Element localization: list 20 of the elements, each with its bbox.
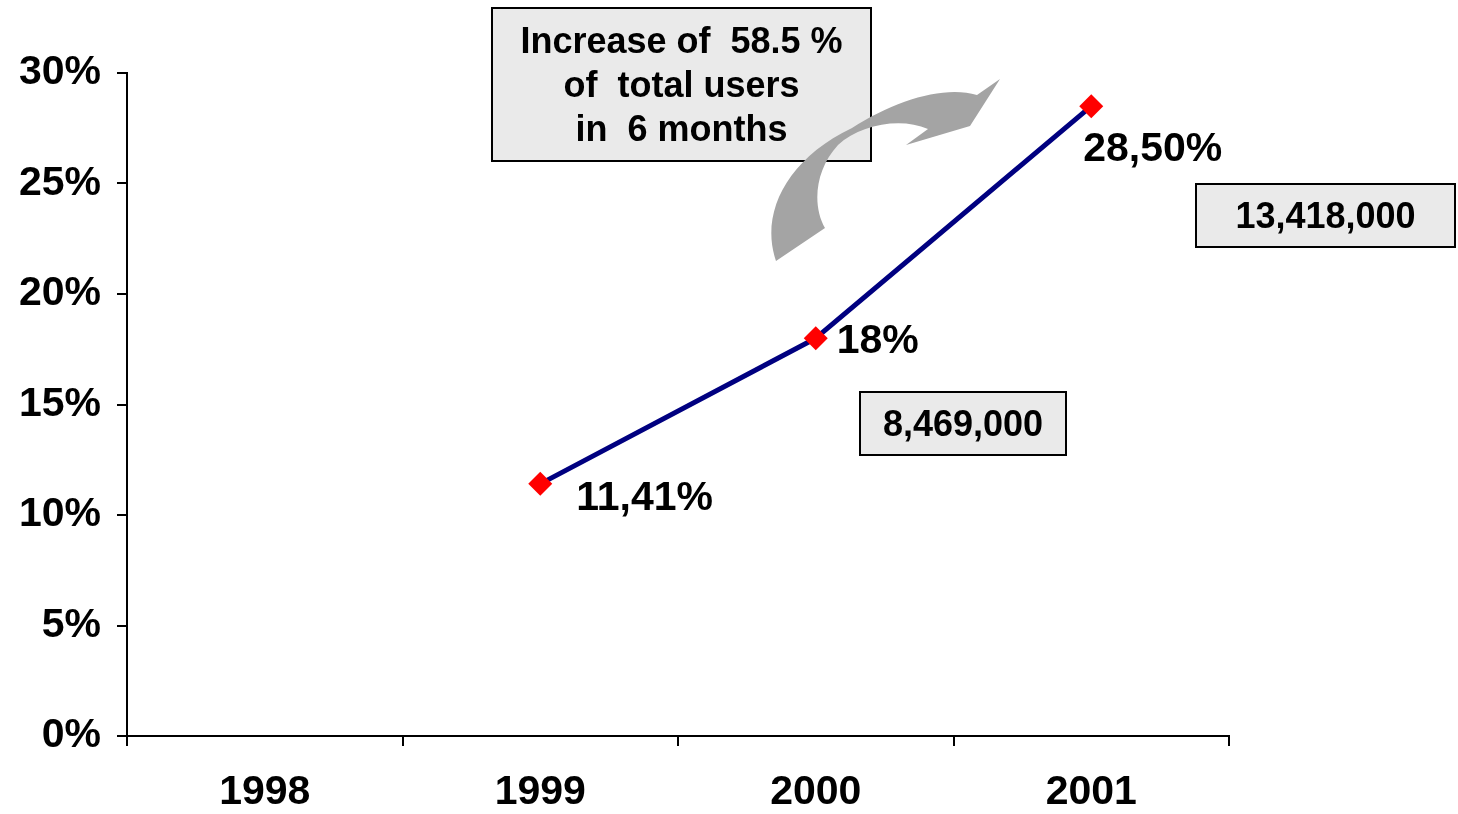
- data-label: 18%: [836, 315, 919, 362]
- x-tick-label: 2001: [1045, 766, 1137, 813]
- y-tick-label: 20%: [18, 268, 101, 315]
- data-label: 11,41%: [576, 473, 714, 520]
- y-tick-label: 15%: [18, 378, 101, 425]
- text: 13,418,000: [1195, 183, 1456, 248]
- point: [528, 471, 553, 496]
- x-tick-label: 2000: [770, 766, 862, 813]
- x-tick-label: 1999: [494, 766, 586, 813]
- annotation: Increase of 58.5 % of total users in 6 months: [491, 7, 872, 162]
- y-tick-label: 30%: [18, 47, 101, 94]
- point: [1079, 94, 1104, 119]
- y-tick-label: 5%: [41, 599, 101, 646]
- y-tick-label: 25%: [18, 157, 101, 204]
- x-tick-label: 1998: [219, 766, 311, 813]
- y-tick-label: 0%: [41, 710, 101, 757]
- y-tick-label: 10%: [18, 489, 101, 536]
- data-label: 28,50%: [1083, 124, 1223, 171]
- point: [803, 326, 828, 351]
- annotation: 8,469,000: [859, 391, 1067, 456]
